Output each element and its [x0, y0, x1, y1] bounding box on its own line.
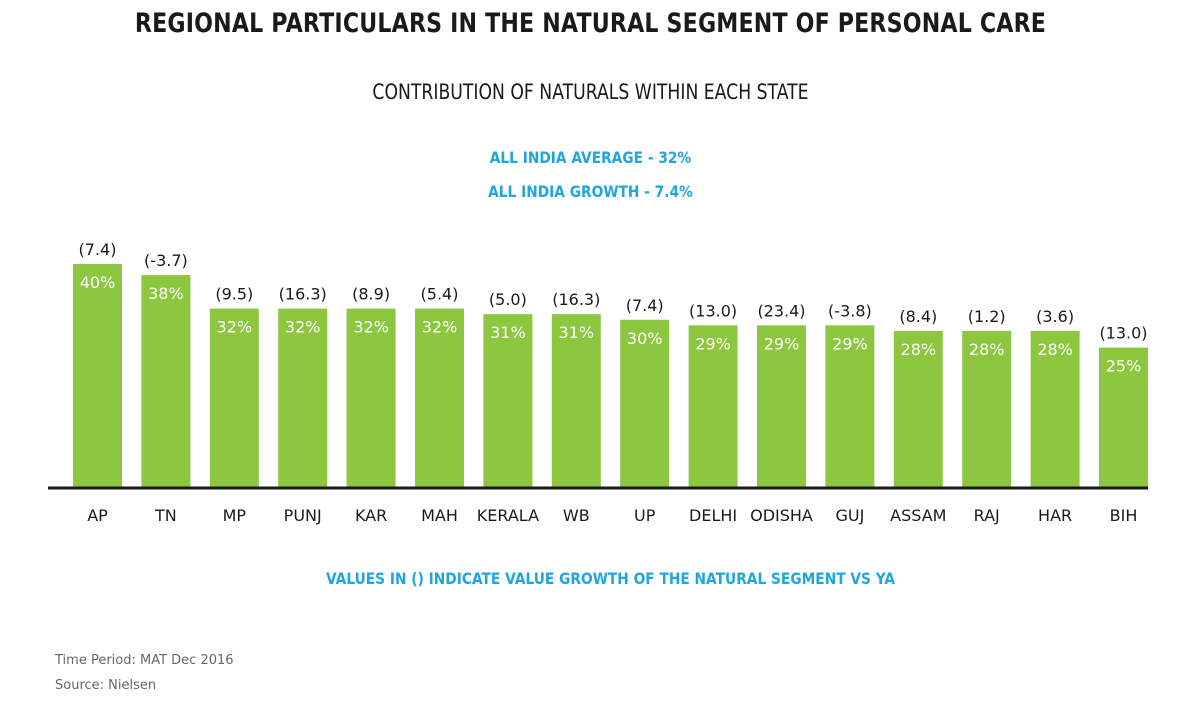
time-period: Time Period: MAT Dec 2016: [55, 653, 234, 668]
bar-kerala: [483, 314, 533, 487]
growth-label: (1.2): [968, 307, 1006, 326]
bar-har: [1030, 330, 1080, 487]
category-label: MP: [223, 506, 247, 525]
bar-value-label: 28%: [901, 340, 937, 359]
category-label: KAR: [355, 506, 387, 525]
growth-note: VALUES IN () INDICATE VALUE GROWTH OF TH…: [325, 569, 896, 588]
growth-label: (16.3): [279, 285, 327, 304]
growth-label: (-3.7): [144, 251, 188, 270]
growth-label: (8.9): [352, 285, 390, 304]
bar-value-label: 38%: [148, 284, 184, 303]
category-label: WB: [563, 506, 590, 525]
bar-bih: [1099, 347, 1148, 487]
bar-value-label: 32%: [285, 318, 321, 337]
category-label: RAJ: [974, 506, 1000, 525]
growth-label: (13.0): [1099, 324, 1147, 343]
bar-punj: [278, 308, 328, 487]
growth-label: (-3.8): [828, 301, 872, 320]
category-label: AP: [87, 506, 108, 525]
category-label: MAH: [421, 506, 458, 525]
bar-value-label: 28%: [969, 340, 1005, 359]
bar-value-label: 32%: [217, 318, 253, 337]
bar-value-label: 31%: [490, 323, 526, 342]
category-label: UP: [634, 506, 656, 525]
bar-guj: [825, 325, 875, 487]
bar-chart: 40% (7.4) AP 38% (-3.7) TN 32% (9.5) MP 32% (16.3)…: [48, 240, 1148, 525]
bar-value-label: 29%: [764, 334, 800, 353]
growth-label: (16.3): [552, 290, 600, 309]
bar-assam: [893, 330, 943, 487]
bar-value-label: 30%: [627, 329, 663, 348]
category-label: KERALA: [477, 506, 539, 525]
growth-label: (8.4): [899, 307, 937, 326]
bar-wb: [551, 314, 601, 487]
growth-label: (9.5): [215, 285, 253, 304]
chart-subtitle: CONTRIBUTION OF NATURALS WITHIN EACH STA…: [372, 80, 809, 104]
bar-kar: [346, 308, 396, 487]
bar-mp: [209, 308, 259, 487]
bar-value-label: 32%: [422, 318, 458, 337]
category-label: ODISHA: [750, 506, 813, 525]
bar-delhi: [688, 325, 738, 487]
category-label: ASSAM: [890, 506, 946, 525]
category-label: TN: [154, 506, 177, 525]
source: Source: Nielsen: [55, 678, 157, 693]
bar-raj: [962, 330, 1012, 487]
growth-label: (5.4): [421, 285, 459, 304]
bar-value-label: 32%: [353, 318, 389, 337]
all-india-average: ALL INDIA AVERAGE - 32%: [489, 148, 692, 167]
chart-title: REGIONAL PARTICULARS IN THE NATURAL SEGM…: [134, 8, 1047, 39]
bar-value-label: 40%: [80, 273, 116, 292]
category-label: HAR: [1038, 506, 1072, 525]
growth-label: (7.4): [79, 240, 117, 259]
growth-label: (13.0): [689, 301, 737, 320]
bar-up: [620, 319, 670, 487]
bar-value-label: 25%: [1106, 357, 1142, 376]
bar-value-label: 29%: [832, 334, 868, 353]
growth-label: (3.6): [1036, 307, 1074, 326]
bar-value-label: 29%: [695, 334, 731, 353]
bar-mah: [415, 308, 464, 487]
category-label: BIH: [1110, 506, 1138, 525]
bar-ap: [73, 264, 122, 487]
bar-value-label: 31%: [559, 323, 595, 342]
bar-tn: [141, 275, 191, 487]
bar-value-label: 28%: [1037, 340, 1073, 359]
bar-odisha: [757, 325, 806, 487]
category-label: GUJ: [835, 506, 864, 525]
category-label: DELHI: [689, 506, 737, 525]
all-india-growth: ALL INDIA GROWTH - 7.4%: [488, 182, 693, 201]
growth-label: (23.4): [757, 301, 805, 320]
category-label: PUNJ: [284, 506, 322, 525]
growth-label: (5.0): [489, 290, 527, 309]
growth-label: (7.4): [626, 296, 664, 315]
